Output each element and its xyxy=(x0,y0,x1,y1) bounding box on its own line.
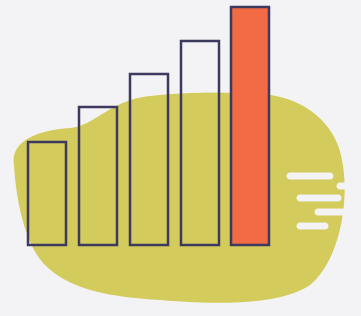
bar-highlight xyxy=(231,7,269,245)
illustration xyxy=(0,0,361,316)
page xyxy=(0,0,361,316)
